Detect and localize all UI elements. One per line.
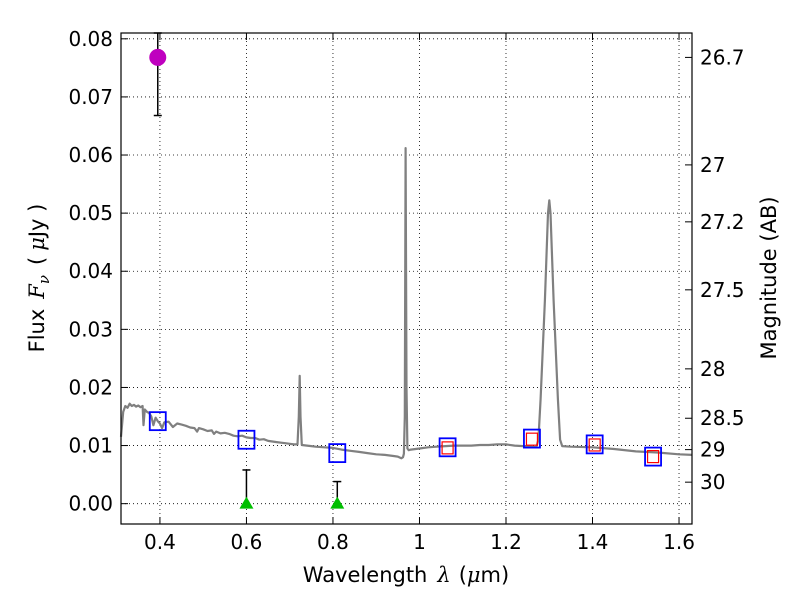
y-tick-label: 0.07 — [68, 85, 113, 109]
model-square — [525, 432, 539, 446]
y2-tick-label: 26.7 — [700, 45, 745, 69]
y2-axis-label: Magnitude (AB) — [757, 196, 781, 359]
y-tick-label: 0.08 — [68, 27, 113, 51]
x-tick-label: 1.4 — [577, 530, 609, 554]
upper-limit-triangle — [330, 496, 345, 509]
model-square — [646, 449, 660, 464]
measured-square — [237, 429, 256, 450]
y-tick-label: 0.04 — [68, 259, 113, 283]
x-tick-label: 1 — [413, 530, 426, 554]
model-spectrum — [119, 147, 693, 460]
x-tick-label: 0.6 — [231, 530, 263, 554]
y-tick-label: 0.06 — [68, 143, 113, 167]
y2-tick-label: 28 — [700, 357, 725, 381]
y2-tick-label: 29 — [700, 438, 725, 462]
photometry-markers — [148, 32, 662, 509]
x-axis-label: Wavelength λ (μm) — [303, 563, 509, 587]
y2-tick-label: 27 — [700, 153, 725, 177]
y2-tick-label: 30 — [700, 470, 725, 494]
y-tick-label: 0.03 — [68, 317, 113, 341]
x-tick-label: 0.4 — [144, 530, 176, 554]
plot-frame — [120, 32, 693, 525]
measured-square — [523, 428, 541, 449]
y2-tick-label: 27.2 — [700, 210, 745, 234]
model-square — [441, 441, 454, 455]
y-tick-label: 0.02 — [68, 375, 113, 399]
spectrum-line — [119, 147, 693, 460]
measured-square — [644, 446, 662, 467]
model-square — [588, 438, 601, 452]
measured-square — [585, 434, 604, 455]
y-tick-label: 0.00 — [68, 492, 113, 516]
y2-tick-label: 27.5 — [700, 278, 745, 302]
detection-point — [149, 48, 167, 66]
measured-square — [148, 411, 167, 432]
measured-square — [328, 443, 347, 464]
y-tick-label: 0.01 — [68, 434, 113, 458]
measured-square — [438, 437, 457, 458]
y-axis-label: FluxFν(μJy ) — [25, 204, 53, 353]
x-tick-label: 0.8 — [317, 530, 349, 554]
x-tick-label: 1.6 — [663, 530, 695, 554]
axis-ticks: 0.4 0.6 0.8 1 1.2 1.4 1.6 0.00 0.01 0.02 0.03 0.04 0… — [68, 27, 744, 554]
y2-tick-label: 28.5 — [700, 406, 745, 430]
y-tick-label: 0.05 — [68, 201, 113, 225]
x-tick-label: 1.2 — [490, 530, 522, 554]
upper-limit-triangle — [239, 496, 254, 509]
